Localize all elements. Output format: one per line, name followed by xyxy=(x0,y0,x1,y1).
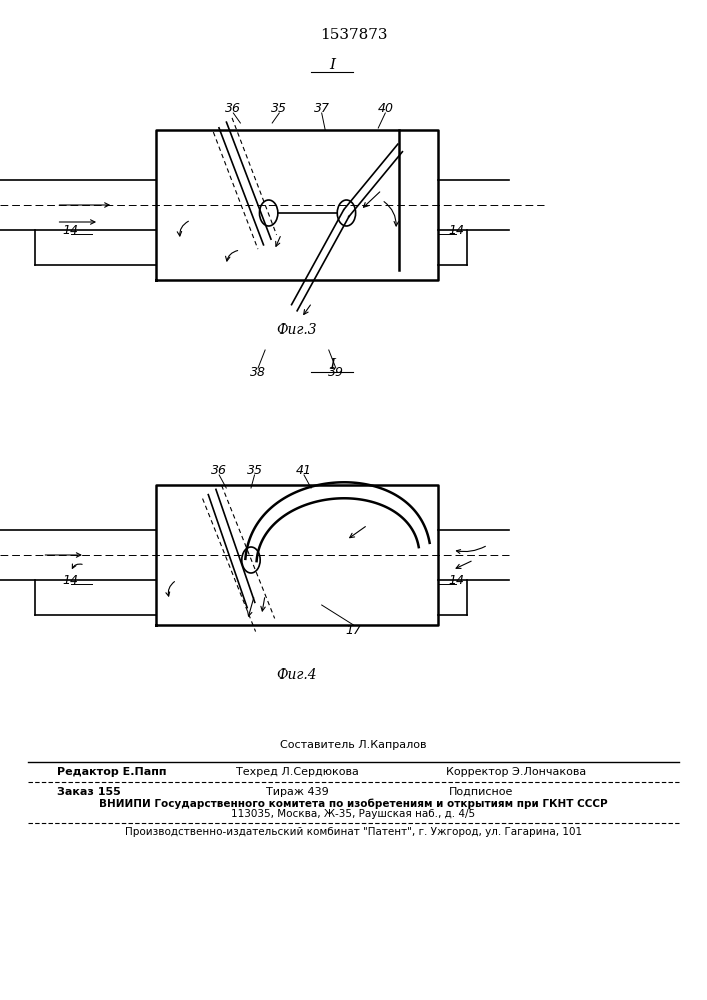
Text: 37: 37 xyxy=(314,102,329,114)
Text: ВНИИПИ Государственного комитета по изобретениям и открытиям при ГКНТ СССР: ВНИИПИ Государственного комитета по изоб… xyxy=(99,799,608,809)
Text: Корректор Э.Лончакова: Корректор Э.Лончакова xyxy=(446,767,586,777)
Text: Техред Л.Сердюкова: Техред Л.Сердюкова xyxy=(235,767,358,777)
Text: I: I xyxy=(329,358,335,372)
Text: Составитель Л.Капралов: Составитель Л.Капралов xyxy=(280,740,427,750)
Text: 113035, Москва, Ж-35, Раушская наб., д. 4/5: 113035, Москва, Ж-35, Раушская наб., д. … xyxy=(231,809,476,819)
Text: I: I xyxy=(329,58,335,72)
Text: Фиг.4: Фиг.4 xyxy=(276,668,317,682)
Text: 14: 14 xyxy=(448,224,464,236)
Text: 39: 39 xyxy=(328,366,344,379)
Text: Тираж 439: Тираж 439 xyxy=(266,787,328,797)
Text: 36: 36 xyxy=(211,464,227,477)
Text: 1537873: 1537873 xyxy=(320,28,387,42)
Text: 38: 38 xyxy=(250,366,266,379)
Text: 14: 14 xyxy=(63,574,78,586)
Text: 36: 36 xyxy=(226,102,241,114)
Text: Производственно-издательский комбинат "Патент", г. Ужгород, ул. Гагарина, 101: Производственно-издательский комбинат "П… xyxy=(125,827,582,837)
Text: Редактор Е.Папп: Редактор Е.Папп xyxy=(57,767,166,777)
Text: Фиг.3: Фиг.3 xyxy=(276,323,317,337)
Text: 14: 14 xyxy=(63,224,78,236)
Text: 35: 35 xyxy=(271,102,287,114)
Text: Подписное: Подписное xyxy=(448,787,513,797)
Text: 41: 41 xyxy=(296,464,312,477)
Text: 14: 14 xyxy=(448,574,464,586)
Text: Заказ 155: Заказ 155 xyxy=(57,787,120,797)
Text: 35: 35 xyxy=(247,464,262,477)
Text: 40: 40 xyxy=(378,102,393,114)
Text: 17: 17 xyxy=(346,624,361,637)
